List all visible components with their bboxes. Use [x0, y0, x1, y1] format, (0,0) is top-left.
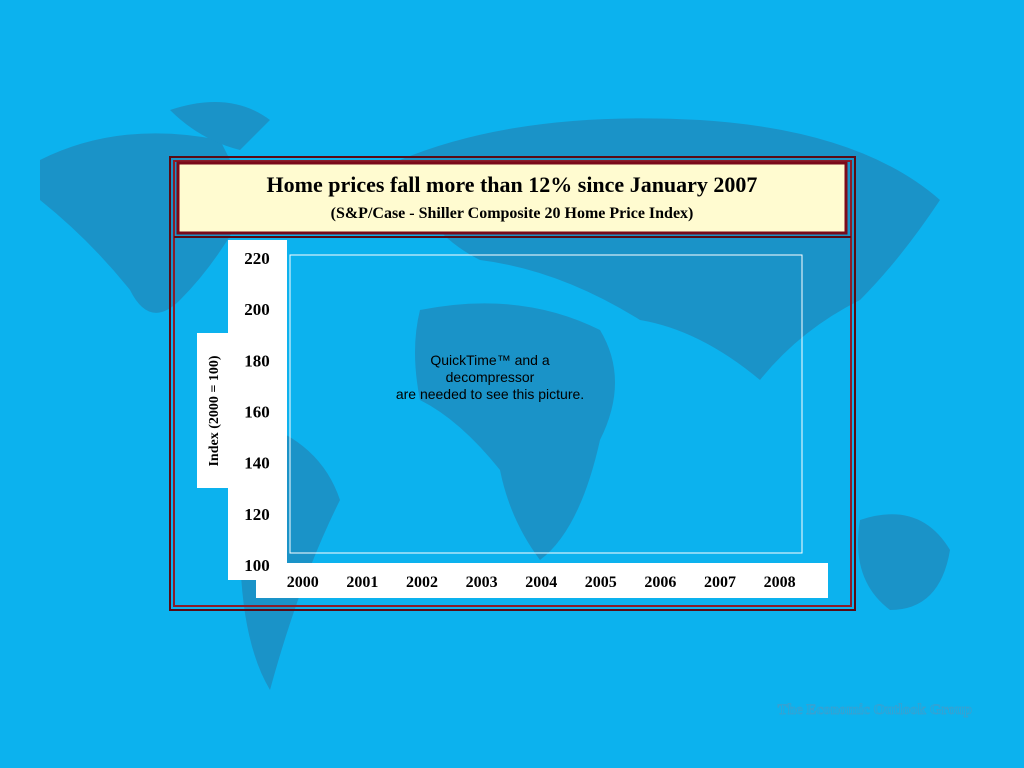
x-tick-label: 2001	[346, 574, 378, 591]
y-tick-label: 220	[244, 249, 270, 268]
y-tick-label: 160	[244, 403, 270, 422]
y-tick-label: 100	[244, 556, 270, 575]
placeholder-text: are needed to see this picture.	[396, 386, 584, 402]
footer: The Economic Outlook Group	[778, 702, 972, 718]
plot-area	[289, 254, 803, 554]
y-axis-label: Index (2000 = 100)	[207, 355, 222, 466]
x-tick-label: 2000	[287, 574, 319, 591]
placeholder-text: decompressor	[446, 369, 535, 385]
x-tick-label: 2006	[644, 574, 676, 591]
x-tick-label: 2007	[704, 574, 736, 591]
y-tick-label: 180	[244, 351, 270, 370]
y-tick-label: 120	[244, 505, 270, 524]
y-tick-label: 140	[244, 454, 270, 473]
y-tick-label: 200	[244, 300, 270, 319]
x-tick-label: 2002	[406, 574, 438, 591]
x-tick-label: 2005	[585, 574, 617, 591]
placeholder-text: QuickTime™ and a	[430, 352, 550, 368]
chart-frame	[169, 156, 856, 611]
chart-subtitle: (S&P/Case - Shiller Composite 20 Home Pr…	[331, 205, 694, 222]
x-tick-label: 2008	[764, 574, 796, 591]
x-tick-label: 2004	[525, 574, 557, 591]
x-tick-label: 2003	[466, 574, 498, 591]
chart-title: Home prices fall more than 12% since Jan…	[267, 172, 758, 197]
